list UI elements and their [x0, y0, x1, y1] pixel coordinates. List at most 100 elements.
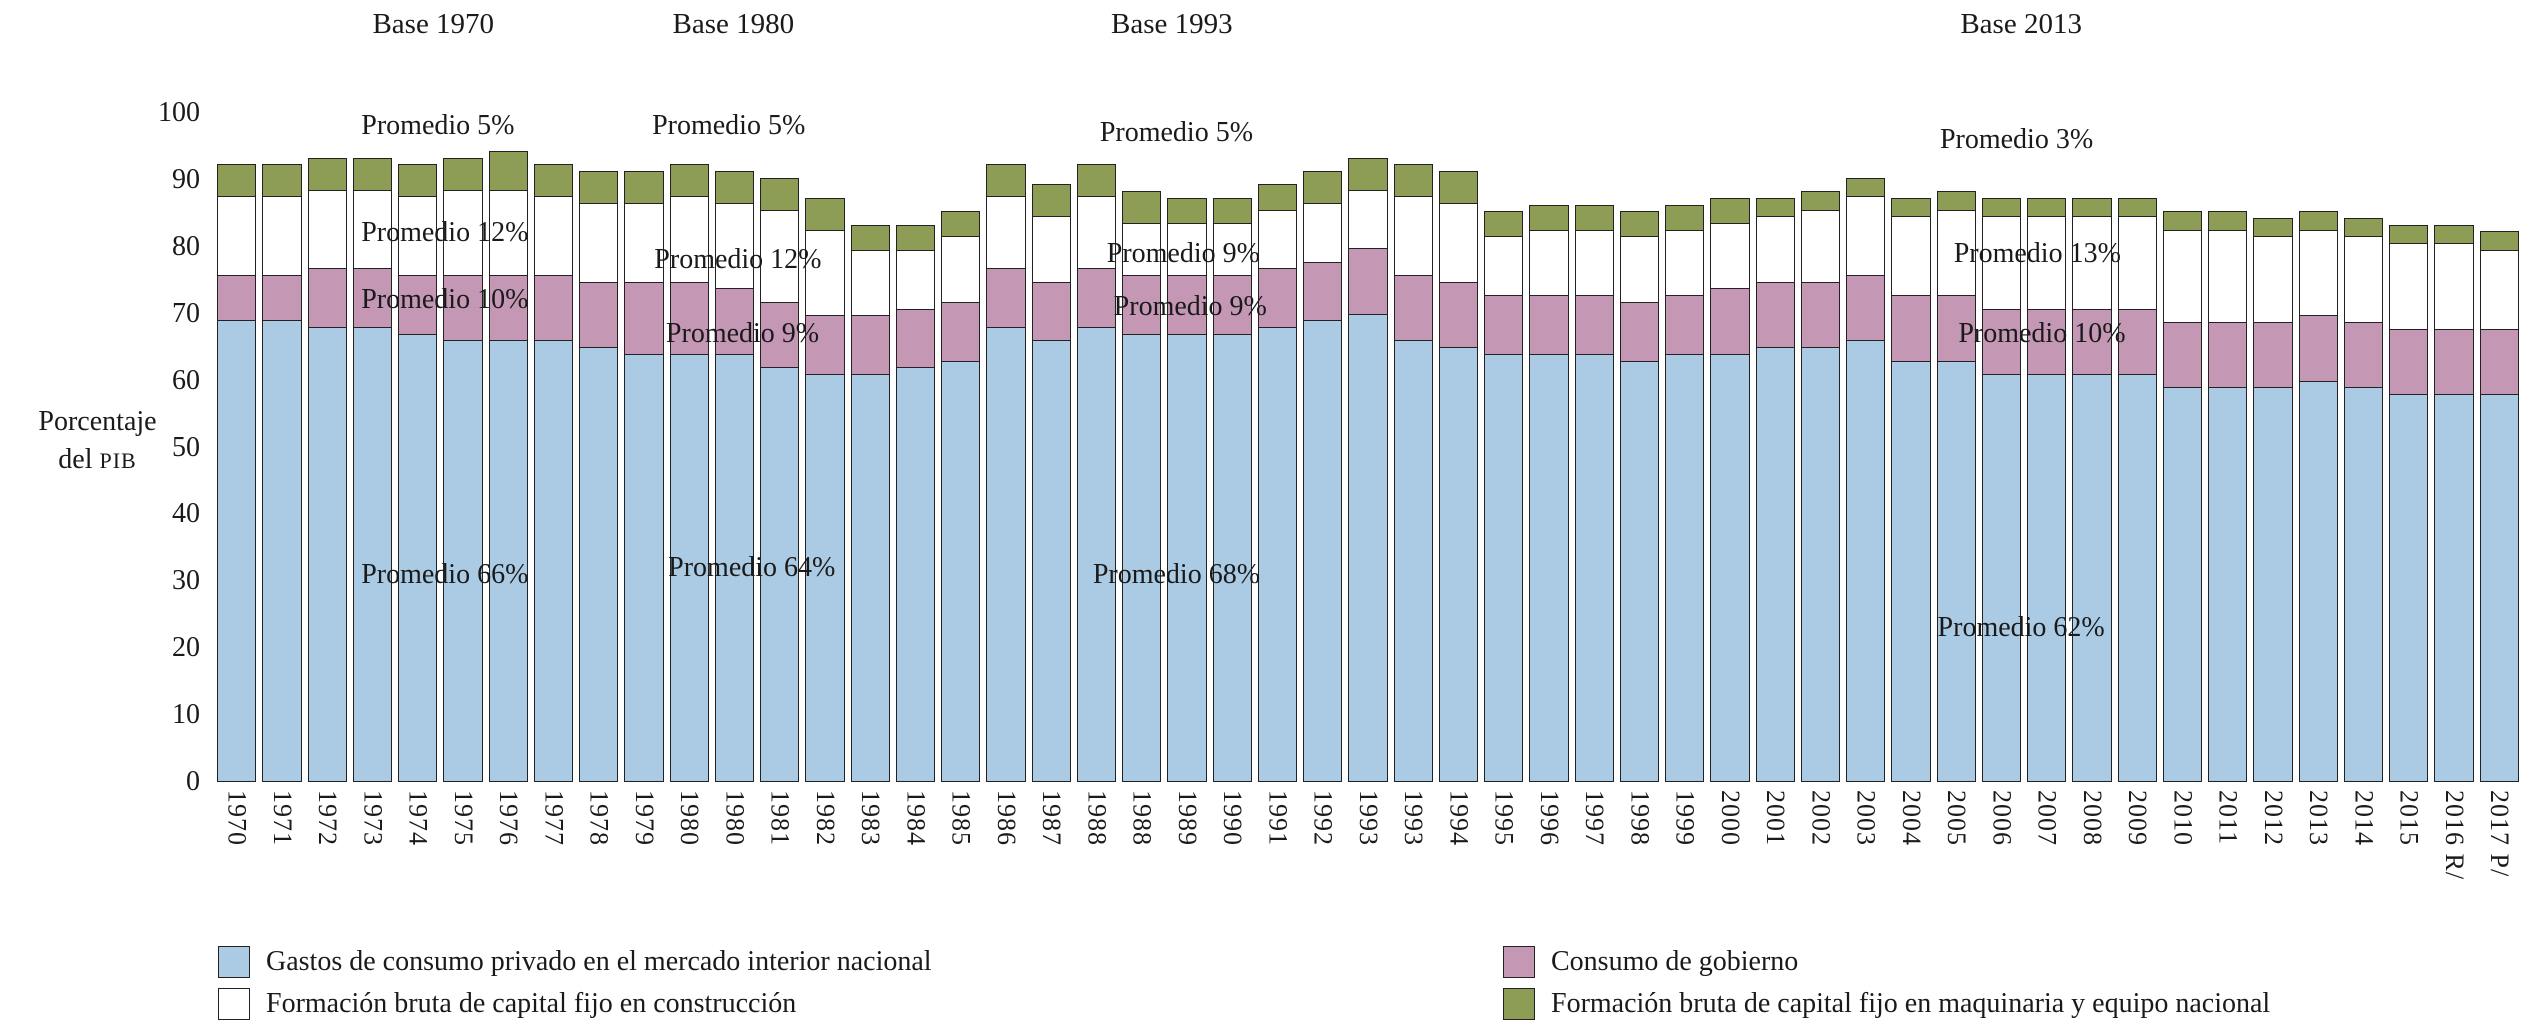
x-axis-label: 1995: [1489, 790, 1519, 846]
x-axis-label: 2010: [2168, 790, 2198, 846]
bar-1987: [1029, 113, 1074, 782]
x-axis-label: 2009: [2123, 790, 2153, 846]
segment-construccion: [1076, 196, 1116, 270]
x-label-cell: 1974: [395, 790, 440, 880]
bar-1999: [1662, 113, 1707, 782]
bar-1994: [1436, 113, 1481, 782]
x-label-cell: 1993: [1391, 790, 1436, 880]
segment-gobierno: [1212, 275, 1252, 336]
segment-privado: [2208, 387, 2248, 782]
base-period-label: Base 1993: [1111, 8, 1233, 40]
segment-privado: [1755, 347, 1795, 782]
base-period-label: Base 2013: [1960, 8, 2082, 40]
segment-maquinaria: [2117, 197, 2157, 218]
x-axis-label: 1993: [1399, 790, 1429, 846]
segment-gobierno: [941, 301, 981, 363]
segment-construccion: [1529, 229, 1569, 297]
bar-2013: [2296, 113, 2341, 782]
legend-swatch-maquinaria: [1503, 988, 1535, 1020]
segment-privado: [1981, 373, 2021, 782]
segment-maquinaria: [1122, 191, 1162, 225]
promedio-annotation: Promedio 62%: [1937, 612, 2105, 644]
segment-privado: [1619, 360, 1659, 782]
segment-privado: [352, 327, 392, 782]
segment-privado: [1393, 340, 1433, 782]
x-axis-label: 1973: [358, 790, 388, 846]
segment-gobierno: [624, 281, 664, 356]
segment-maquinaria: [579, 171, 619, 205]
x-label-cell: 1980: [712, 790, 757, 880]
segment-gobierno: [307, 268, 347, 329]
segment-maquinaria: [1303, 171, 1343, 205]
segment-gobierno: [1891, 295, 1931, 363]
y-tick-70: 70: [172, 297, 200, 329]
bar-1971: [259, 113, 304, 782]
bar-2007: [2024, 113, 2069, 782]
base-period-label: Base 1980: [672, 8, 795, 40]
x-axis-label: 2002: [1806, 790, 1836, 846]
y-tick-10: 10: [172, 699, 200, 731]
segment-gobierno: [1529, 295, 1569, 356]
x-axis-label: 1978: [584, 790, 614, 846]
segment-gobierno: [2434, 328, 2474, 396]
segment-gobierno: [2117, 308, 2157, 376]
x-label-cell: 1986: [983, 790, 1028, 880]
promedio-annotation: Promedio 5%: [1099, 117, 1254, 149]
segment-maquinaria: [2434, 224, 2474, 245]
segment-construccion: [2343, 236, 2383, 324]
segment-construccion: [1665, 229, 1705, 297]
x-label-cell: 1995: [1481, 790, 1526, 880]
segment-gobierno: [2343, 321, 2383, 389]
segment-gobierno: [2162, 321, 2202, 389]
x-axis-label: 1988: [1082, 790, 1112, 846]
segment-privado: [2072, 373, 2112, 782]
legend-swatch-gobierno: [1503, 946, 1535, 978]
segment-gobierno: [2027, 308, 2067, 376]
bar-2011: [2205, 113, 2250, 782]
x-label-cell: 1981: [757, 790, 802, 880]
plot-area: Promedio 5% Promedio 12% Promedio 10% Prome…: [214, 112, 2522, 782]
segment-construccion: [2072, 216, 2112, 311]
x-axis-label: 2017 P/: [2485, 790, 2515, 878]
segment-gobierno: [1031, 281, 1071, 342]
x-axis-label: 2004: [1896, 790, 1926, 846]
bar-1970: [214, 113, 259, 782]
segment-maquinaria: [986, 164, 1026, 198]
x-label-cell: 2005: [1934, 790, 1979, 880]
segment-maquinaria: [2253, 217, 2293, 238]
segment-maquinaria: [2343, 217, 2383, 238]
segment-gobierno: [1574, 295, 1614, 356]
segment-maquinaria: [850, 224, 890, 252]
x-axis-label: 1983: [856, 790, 886, 846]
bar-2014: [2341, 113, 2386, 782]
x-axis-label: 2012: [2258, 790, 2288, 846]
x-label-cell: 1992: [1300, 790, 1345, 880]
segment-gobierno: [2479, 328, 2519, 396]
segment-privado: [1076, 327, 1116, 782]
segment-construccion: [1619, 236, 1659, 304]
x-axis-label: 1977: [539, 790, 569, 846]
x-axis-label: 1987: [1037, 790, 1067, 846]
segment-maquinaria: [1936, 191, 1976, 212]
bar-1988: [1119, 113, 1164, 782]
bar-1989: [1164, 113, 1209, 782]
segment-construccion: [2162, 229, 2202, 324]
segment-gobierno: [398, 275, 438, 336]
segment-construccion: [1846, 196, 1886, 277]
promedio-annotation: Promedio 10%: [1958, 317, 2126, 349]
segment-privado: [986, 327, 1026, 782]
pib-smallcaps: PIB: [99, 447, 137, 473]
bar-1984: [893, 113, 938, 782]
segment-construccion: [2208, 229, 2248, 324]
x-label-cell: 1973: [350, 790, 395, 880]
bar-2000: [1707, 113, 1752, 782]
segment-gobierno: [1122, 275, 1162, 336]
x-axis-label: 1997: [1580, 790, 1610, 846]
x-axis-label: 1993: [1353, 790, 1383, 846]
x-label-cell: 1987: [1029, 790, 1074, 880]
promedio-annotation: Promedio 9%: [665, 317, 820, 349]
segment-maquinaria: [2162, 211, 2202, 232]
segment-maquinaria: [1529, 204, 1569, 232]
segment-gobierno: [760, 301, 800, 369]
x-axis-label: 2003: [1851, 790, 1881, 846]
